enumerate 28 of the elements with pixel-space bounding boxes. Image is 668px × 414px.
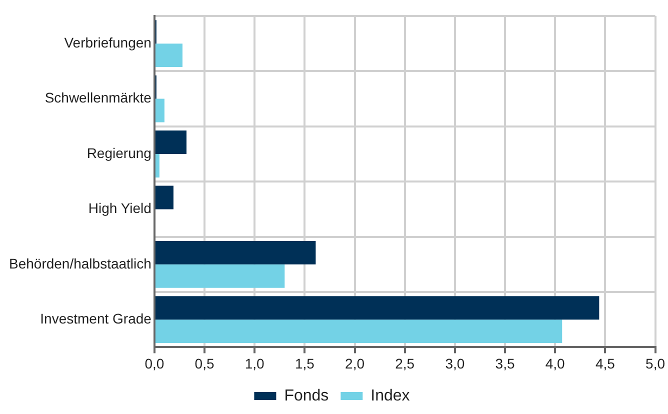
bar [155,130,186,154]
bar [155,44,182,68]
bar [155,154,160,178]
bar [155,264,285,288]
x-tick-label: 3,0 [445,355,465,372]
x-tick-label: 1,5 [294,355,315,372]
x-tick-label: 0,5 [194,355,214,372]
x-tick-label: 2,5 [395,355,415,372]
x-tick-label: 4,0 [545,355,566,372]
x-tick-label: 3,5 [495,355,515,372]
y-tick-label: Investment Grade [40,310,152,326]
x-tick-label: 1,0 [244,355,265,372]
bar [155,240,316,264]
legend-label: Fonds [284,387,329,404]
bar [155,296,600,320]
x-tick-label: 2,0 [345,355,365,372]
x-tick-label: 0,0 [144,355,164,372]
y-tick-label: Schwellenmärkte [44,90,152,106]
bar [155,98,164,122]
x-tick-label: 4,5 [595,355,616,372]
y-tick-label: Behörden/halbstaatlich [8,255,152,272]
y-tick-label: Regierung [86,144,152,161]
bar [155,186,174,210]
bar [155,320,562,344]
x-tick-label: 5,0 [646,355,666,372]
y-tick-label: High Yield [88,200,152,216]
legend-label: Index [370,387,410,404]
y-tick-label: Verbriefungen [64,34,152,50]
